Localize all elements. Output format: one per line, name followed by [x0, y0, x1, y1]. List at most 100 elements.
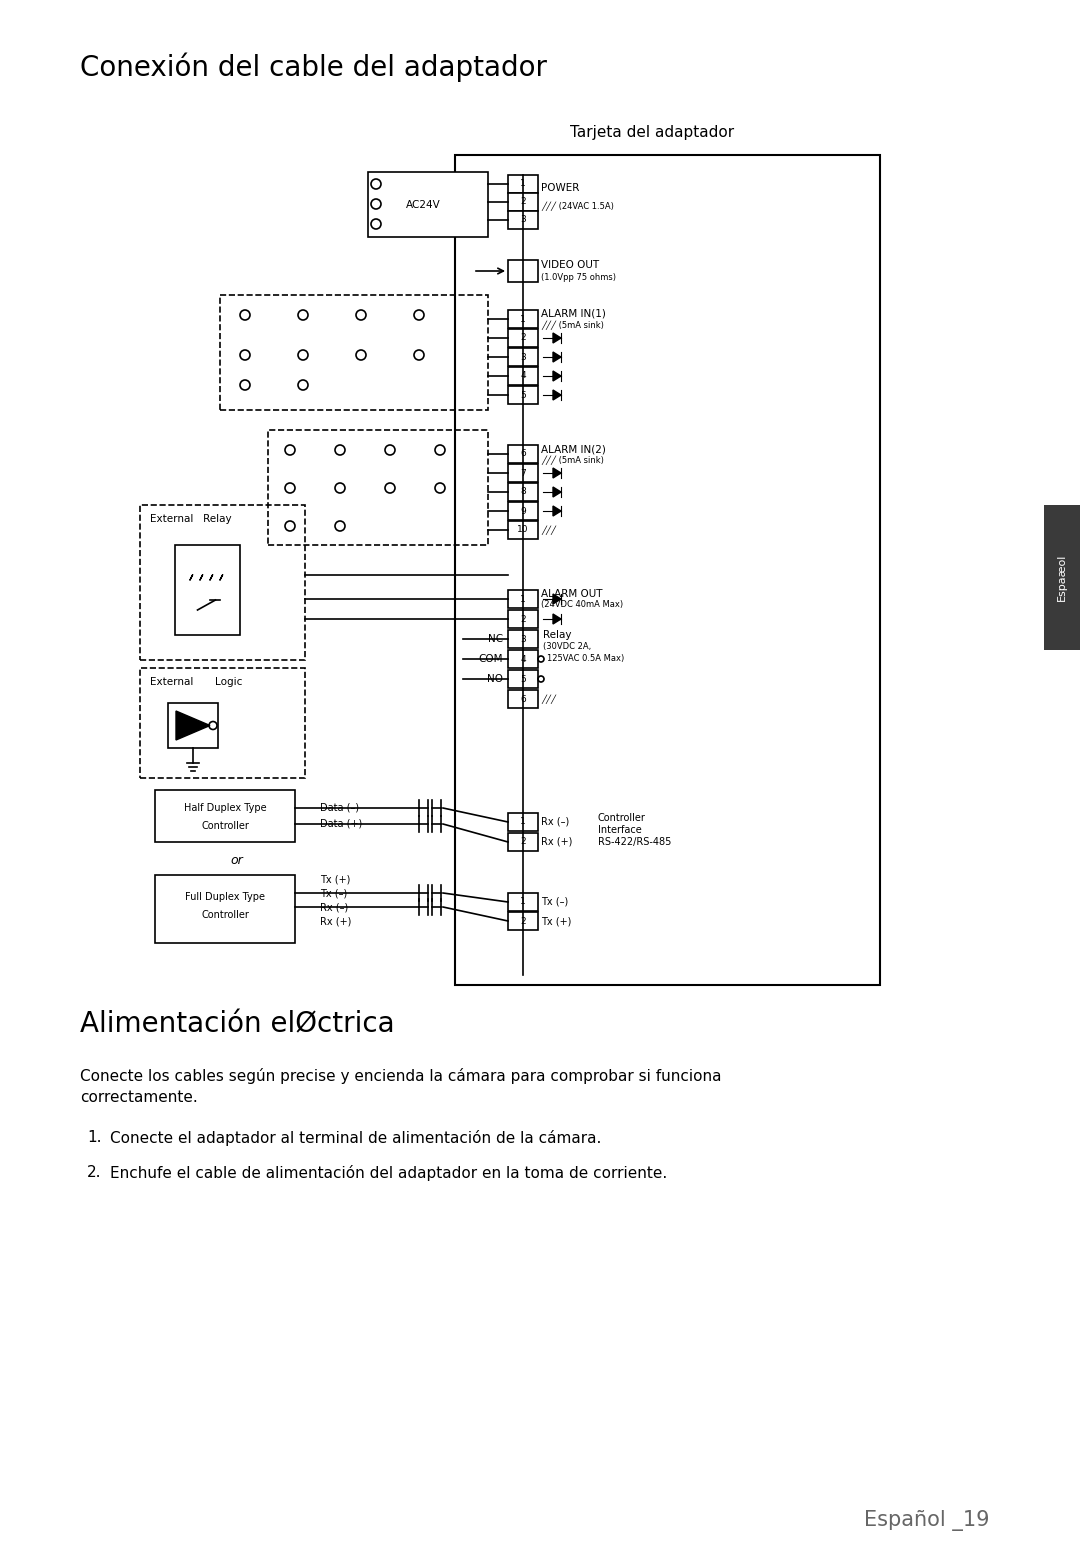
Text: 2.: 2. — [87, 1165, 102, 1180]
Text: External   Relay: External Relay — [150, 514, 231, 525]
Bar — [156, 875, 295, 943]
Text: Data (+): Data (+) — [320, 819, 362, 829]
Polygon shape — [553, 614, 561, 623]
Bar — [140, 668, 305, 778]
Bar — [508, 193, 538, 211]
Text: Tx (–): Tx (–) — [320, 889, 348, 898]
Bar — [1044, 505, 1080, 650]
Bar — [508, 174, 538, 193]
Text: Half Duplex Type: Half Duplex Type — [184, 802, 267, 813]
Text: Rx (–): Rx (–) — [541, 816, 569, 827]
Bar — [508, 650, 538, 668]
Bar — [508, 329, 538, 347]
Polygon shape — [553, 488, 561, 497]
Text: Rx (+): Rx (+) — [320, 917, 351, 926]
Text: Alimentación elØctrica: Alimentación elØctrica — [80, 1011, 394, 1038]
Text: 2: 2 — [521, 333, 526, 343]
Text: Tx (+): Tx (+) — [320, 873, 350, 884]
Text: ╱╱╱: ╱╱╱ — [541, 694, 556, 704]
Text: Enchufe el cable de alimentación del adaptador en la toma de corriente.: Enchufe el cable de alimentación del ada… — [110, 1165, 667, 1180]
Text: Conecte el adaptador al terminal de alimentación de la cámara.: Conecte el adaptador al terminal de alim… — [110, 1129, 602, 1146]
Text: 9: 9 — [521, 506, 526, 515]
Text: (30VDC 2A,: (30VDC 2A, — [543, 642, 591, 651]
Text: Rx (–): Rx (–) — [320, 903, 348, 912]
Polygon shape — [553, 594, 561, 603]
Bar — [508, 589, 538, 608]
Bar — [508, 310, 538, 329]
Text: Relay: Relay — [543, 630, 571, 640]
Text: ALARM IN(2): ALARM IN(2) — [541, 444, 606, 454]
Text: Español _19: Español _19 — [864, 1511, 990, 1531]
Text: 1.: 1. — [87, 1129, 102, 1145]
Bar — [508, 813, 538, 832]
Text: 1: 1 — [521, 818, 526, 827]
Text: Logic: Logic — [215, 677, 242, 687]
Text: 6: 6 — [521, 694, 526, 704]
Bar — [508, 211, 538, 228]
Text: 1: 1 — [521, 594, 526, 603]
Bar — [140, 505, 305, 660]
Text: 2: 2 — [521, 198, 526, 207]
Text: ALARM IN(1): ALARM IN(1) — [541, 309, 606, 319]
Text: Interface: Interface — [598, 826, 642, 835]
Bar — [508, 609, 538, 628]
Text: Rx (+): Rx (+) — [541, 836, 572, 847]
Text: Controller: Controller — [201, 910, 248, 920]
Text: NC: NC — [488, 634, 503, 643]
Text: 5: 5 — [521, 390, 526, 400]
Text: 4: 4 — [521, 372, 526, 381]
Bar — [508, 483, 538, 501]
Text: Conexión del cable del adaptador: Conexión del cable del adaptador — [80, 52, 546, 82]
Text: 1: 1 — [521, 179, 526, 188]
Bar — [156, 790, 295, 842]
Text: 125VAC 0.5A Max): 125VAC 0.5A Max) — [546, 654, 624, 663]
Text: 10: 10 — [517, 526, 529, 534]
Text: AC24V: AC24V — [406, 199, 441, 210]
Text: or: or — [230, 853, 243, 867]
Bar — [508, 630, 538, 648]
Text: 2: 2 — [521, 917, 526, 926]
Text: Conecte los cables según precise y encienda la cámara para comprobar si funciona: Conecte los cables según precise y encie… — [80, 1068, 721, 1085]
Text: RS-422/RS-485: RS-422/RS-485 — [598, 836, 672, 847]
Text: ╱╱╱: ╱╱╱ — [541, 525, 556, 535]
Text: 7: 7 — [521, 469, 526, 477]
Polygon shape — [553, 370, 561, 381]
Text: External: External — [150, 677, 193, 687]
Text: ╱╱╱ (5mA sink): ╱╱╱ (5mA sink) — [541, 321, 604, 330]
Text: 8: 8 — [521, 488, 526, 497]
Text: 6: 6 — [521, 449, 526, 458]
Text: (24VDC 40mA Max): (24VDC 40mA Max) — [541, 600, 623, 609]
Text: Tx (–): Tx (–) — [541, 896, 568, 907]
Bar — [175, 545, 240, 636]
Text: correctamente.: correctamente. — [80, 1089, 198, 1105]
Polygon shape — [176, 711, 210, 741]
Text: Full Duplex Type: Full Duplex Type — [185, 892, 265, 903]
Text: VIDEO OUT: VIDEO OUT — [541, 261, 599, 270]
Bar — [508, 464, 538, 481]
Bar — [508, 444, 538, 463]
Text: 2: 2 — [521, 614, 526, 623]
Text: Tarjeta del adaptador: Tarjeta del adaptador — [570, 125, 734, 140]
Bar — [508, 522, 538, 539]
Bar — [508, 833, 538, 852]
Text: 1: 1 — [521, 898, 526, 906]
Bar — [508, 386, 538, 404]
Bar — [268, 430, 488, 545]
Text: NO: NO — [487, 674, 503, 684]
Text: 1: 1 — [521, 315, 526, 324]
Bar — [508, 349, 538, 366]
Bar — [508, 670, 538, 688]
Text: (1.0Vpp 75 ohms): (1.0Vpp 75 ohms) — [541, 273, 616, 281]
Text: ╱╱╱ (24VAC 1.5A): ╱╱╱ (24VAC 1.5A) — [541, 201, 613, 211]
Text: 3: 3 — [521, 634, 526, 643]
Bar — [455, 154, 880, 984]
Bar — [508, 261, 538, 282]
Bar — [168, 704, 218, 748]
Polygon shape — [553, 352, 561, 363]
Text: 2: 2 — [521, 838, 526, 847]
Text: COM: COM — [478, 654, 503, 663]
Bar — [508, 501, 538, 520]
Bar — [508, 893, 538, 910]
Text: Controller: Controller — [598, 813, 646, 822]
Bar — [508, 912, 538, 930]
